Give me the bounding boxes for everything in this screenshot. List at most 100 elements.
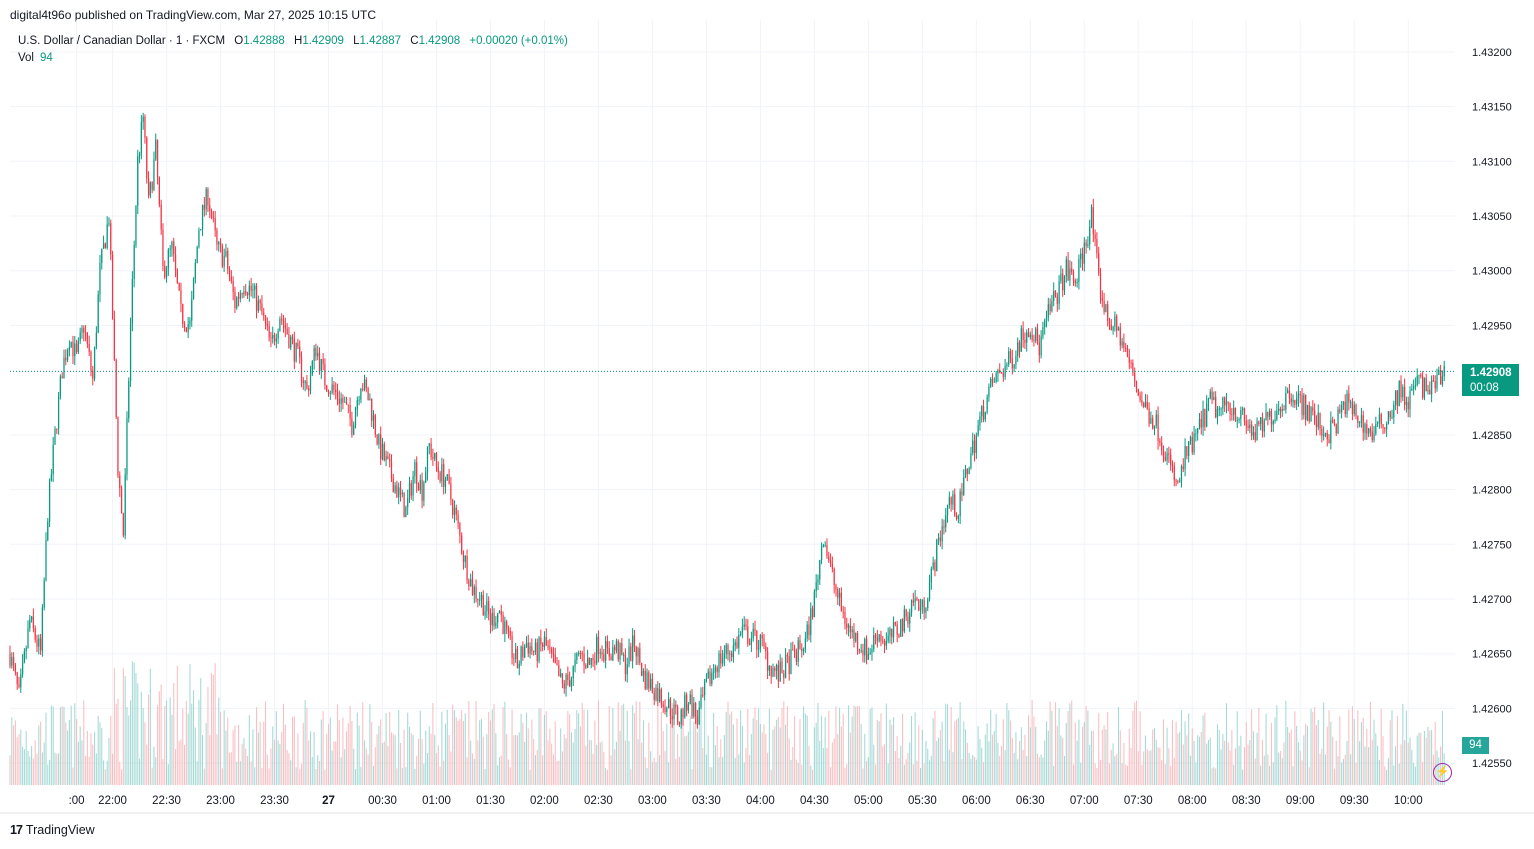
volume-bar xyxy=(493,704,495,785)
candle-body xyxy=(1423,377,1426,398)
volume-bar xyxy=(597,700,599,785)
candle-body xyxy=(171,241,173,249)
candle-body xyxy=(1220,408,1222,410)
volume-bar xyxy=(684,736,686,785)
volume-bar xyxy=(43,742,45,785)
candle-body xyxy=(155,139,157,160)
volume-bar xyxy=(1200,731,1202,785)
candle-body xyxy=(324,364,326,386)
candle-body xyxy=(739,633,742,635)
candle-body xyxy=(882,640,884,642)
volume-bar xyxy=(23,749,25,785)
candle-body xyxy=(772,667,774,677)
candle-body xyxy=(1182,466,1184,470)
candle-body xyxy=(1062,273,1064,291)
volume-bar xyxy=(797,762,799,785)
volume-bar xyxy=(907,752,909,785)
volume-bar xyxy=(839,707,841,785)
volume-bar xyxy=(1366,728,1368,785)
volume-bar xyxy=(866,761,868,785)
volume-bar xyxy=(178,741,180,785)
volume-bar xyxy=(1067,710,1069,785)
volume-bar xyxy=(1123,742,1125,785)
candle-body xyxy=(813,591,816,618)
volume-bar xyxy=(1051,710,1053,785)
tradingview-logo[interactable]: 17 TradingView xyxy=(10,823,95,837)
volume-bar xyxy=(509,767,511,785)
volume-bar xyxy=(196,761,198,785)
volume-bar xyxy=(311,757,313,785)
change-value: +0.00020 (+0.01%) xyxy=(469,35,568,47)
volume-bar xyxy=(686,735,688,785)
candle-body xyxy=(1150,418,1152,424)
candle-body xyxy=(230,276,232,282)
candle-body xyxy=(414,462,416,477)
candle-body xyxy=(272,334,274,339)
candle-body xyxy=(623,654,625,656)
candle-body xyxy=(482,594,484,616)
volume-bar xyxy=(862,768,864,785)
candle-body xyxy=(777,664,780,682)
volume-bar xyxy=(833,738,835,785)
candle-body xyxy=(491,612,493,626)
volume-bar xyxy=(763,724,765,785)
volume-bar xyxy=(193,690,195,785)
candle-body xyxy=(56,428,58,430)
candle-body xyxy=(610,656,612,661)
volume-bar xyxy=(972,755,974,785)
candle-body xyxy=(1207,398,1210,404)
candle-body xyxy=(752,628,754,639)
volume-bar xyxy=(689,716,691,785)
volume-bar xyxy=(1292,766,1294,785)
volume-bar xyxy=(1089,744,1091,785)
candle-body xyxy=(479,599,481,601)
volume-bar xyxy=(986,723,988,785)
lightning-icon[interactable]: ⚡ xyxy=(1433,763,1452,782)
volume-bar xyxy=(1279,750,1281,785)
volume-bar xyxy=(1249,739,1251,785)
volume-bar xyxy=(1407,742,1409,785)
candle-body xyxy=(248,285,250,296)
candle-body xyxy=(1294,400,1296,405)
candle-body xyxy=(36,639,38,647)
candle-body xyxy=(156,139,159,178)
close-value: 1.42908 xyxy=(418,35,461,47)
candle-body xyxy=(191,299,193,321)
volume-bar xyxy=(659,755,661,785)
candle-body xyxy=(840,592,842,612)
symbol-label: U.S. Dollar / Canadian Dollar · 1 · FXCM xyxy=(18,35,226,47)
candle-body xyxy=(1306,404,1309,420)
volume-bar xyxy=(1179,732,1181,785)
volume-bar xyxy=(1125,764,1127,785)
volume-bar xyxy=(1164,763,1166,785)
candle-body xyxy=(9,653,11,666)
volume-bar xyxy=(824,717,826,785)
volume-bar xyxy=(1229,750,1231,785)
volume-bar xyxy=(522,722,524,785)
candle-body xyxy=(1430,380,1433,395)
candle-body xyxy=(984,411,986,420)
candle-body xyxy=(765,646,767,652)
volume-bar xyxy=(326,733,328,785)
candle-body xyxy=(1373,433,1375,441)
volume-bar xyxy=(660,711,662,785)
volume-bar xyxy=(1294,711,1296,785)
candle-body xyxy=(342,398,344,403)
candle-body xyxy=(1402,386,1404,398)
candle-body xyxy=(551,648,553,654)
candle-body xyxy=(1357,415,1359,424)
price-tick-label: 1.43050 xyxy=(1472,211,1512,223)
time-axis: :00 22:00 22:30 23:00 23:30 27 00:30 01:00 01:30… xyxy=(69,795,1423,807)
volume-tag: 94 xyxy=(1462,737,1489,754)
candle-body xyxy=(207,188,209,206)
volume-bar xyxy=(227,717,229,785)
volume-bar xyxy=(515,735,517,785)
candle-body xyxy=(309,374,312,391)
candle-body xyxy=(502,614,504,634)
candle-body xyxy=(344,401,346,403)
candle-body xyxy=(945,515,947,528)
volume-bar xyxy=(977,726,979,785)
candle-body xyxy=(1191,437,1193,453)
volume-bar xyxy=(187,713,189,785)
